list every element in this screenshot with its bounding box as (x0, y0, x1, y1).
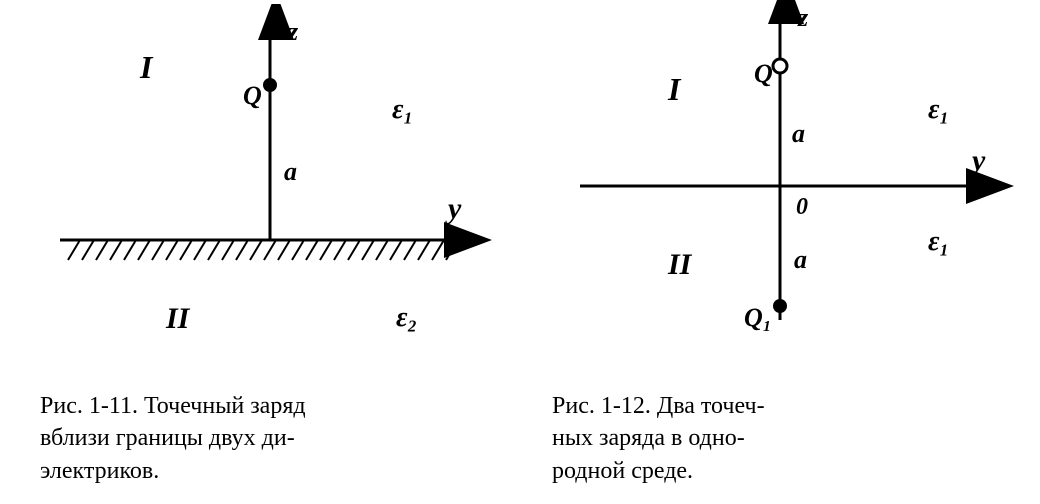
distance-a-bot-label: a (794, 245, 807, 274)
charge-q-top (773, 59, 787, 73)
region-1-label: I (139, 49, 154, 85)
caption-line: Рис. 1-11. Точечный заряд (40, 393, 306, 419)
charge-q-label: Q (243, 81, 262, 110)
figure-right-caption: Рис. 1-12. Два точеч- ных заряда в одно-… (552, 390, 972, 487)
epsilon-2-label: ε₂ (396, 302, 417, 333)
charge-q (263, 78, 277, 92)
distance-a-label: a (284, 157, 297, 186)
charge-q-bot (773, 299, 787, 313)
y-axis-label: y (969, 144, 986, 177)
figure-right-svg: y z 0 Q Q₁ a a I II ε₁ ε₁ (540, 0, 1020, 340)
epsilon-1-label: ε₁ (928, 94, 949, 125)
distance-a-top-label: a (792, 119, 805, 148)
region-2-label: II (165, 302, 191, 335)
charge-q-bot-label: Q₁ (744, 303, 772, 332)
epsilon-1-label: ε₁ (392, 94, 413, 125)
caption-line: родной среде. (552, 458, 693, 484)
caption-line: электриков. (40, 458, 159, 484)
charge-q-top-label: Q (754, 59, 773, 88)
z-axis-label: z (797, 3, 809, 32)
z-axis: z (270, 17, 299, 240)
epsilon-2-label: ε₁ (928, 226, 949, 257)
y-axis-label: y (445, 192, 462, 225)
region-2-label: II (667, 248, 693, 281)
origin-label: 0 (796, 194, 808, 220)
figure-left: y z Q a I II ε₁ ε₂ (40, 0, 500, 340)
z-axis-label: z (287, 17, 299, 46)
region-1-label: I (667, 71, 682, 107)
figure-left-svg: y z Q a I II ε₁ ε₂ (40, 0, 500, 340)
figure-left-caption: Рис. 1-11. Точечный заряд вблизи границы… (40, 390, 470, 487)
caption-line: вблизи границы двух ди- (40, 425, 295, 451)
caption-line: ных заряда в одно- (552, 425, 745, 451)
caption-line: Рис. 1-12. Два точеч- (552, 393, 765, 419)
boundary-hatch (68, 240, 458, 260)
figure-right: y z 0 Q Q₁ a a I II ε₁ ε₁ (540, 0, 1020, 340)
